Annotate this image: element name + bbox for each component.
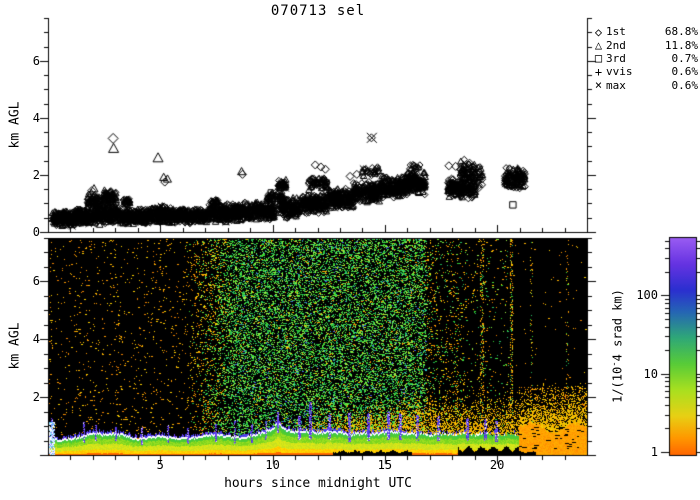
legend-item-value: 0.6% [671,65,699,79]
x-tick-label: 15 [377,458,393,472]
x-tick-label: 10 [265,458,280,472]
legend-item: □ 3rd 0.7% [591,51,699,66]
x-tick-label: 5 [156,458,164,472]
x-axis-label: hours since midnight UTC [224,476,412,491]
legend-item: △ 2nd 11.8% [591,38,698,53]
colorbar-tick-label: 100 [636,288,658,303]
diamond-icon: ◇ [594,24,603,39]
legend-item-value: 0.6% [671,78,699,92]
legend-item-label: vvis [606,65,633,79]
bottom-y-tick-label: 2 [32,390,40,405]
legend-item: ◇ 1st 68.8% [591,24,698,39]
top-y-tick-label: 6 [32,53,40,68]
colorbar-label-exponent: - [609,361,620,367]
colorbar-label: 1/(10-4 srad km) [609,289,625,403]
bottom-y-tick-label: 6 [32,274,40,289]
top-y-axis-label: km AGL [7,101,23,149]
bottom-y-axis-label: km AGL [7,322,23,370]
plot-title: 070713 sel [270,3,366,19]
colorbar-tick-label: 10 [643,366,658,381]
triangle-icon: △ [594,38,603,53]
bottom-y-tick-label: 4 [32,332,40,347]
legend-item-value: 11.8% [664,38,698,52]
legend-item: × max 0.6% [591,78,699,93]
x-tick-label: 20 [489,458,505,472]
square-icon: □ [594,51,603,66]
legend-item-label: 2nd [606,38,626,52]
legend-item-value: 0.7% [671,51,699,65]
plus-icon: + [594,64,603,79]
x-icon: × [594,78,603,93]
top-y-tick-label: 2 [32,167,40,182]
legend-item-label: 3rd [606,51,626,65]
legend-item-value: 68.8% [664,25,698,39]
colorbar-tick-label: 1 [650,445,658,459]
legend-item-label: 1st [606,25,626,39]
legend-item-label: max [606,78,626,92]
legend: ◇ 1st 68.8% △ 2nd 11.8% □ 3rd 0.7% + vvis 0.6% × max 0… [591,24,699,93]
top-y-tick-label: 4 [32,110,40,125]
legend-item: + vvis 0.6% [591,64,699,79]
top-y-tick-label: 0 [32,225,40,239]
